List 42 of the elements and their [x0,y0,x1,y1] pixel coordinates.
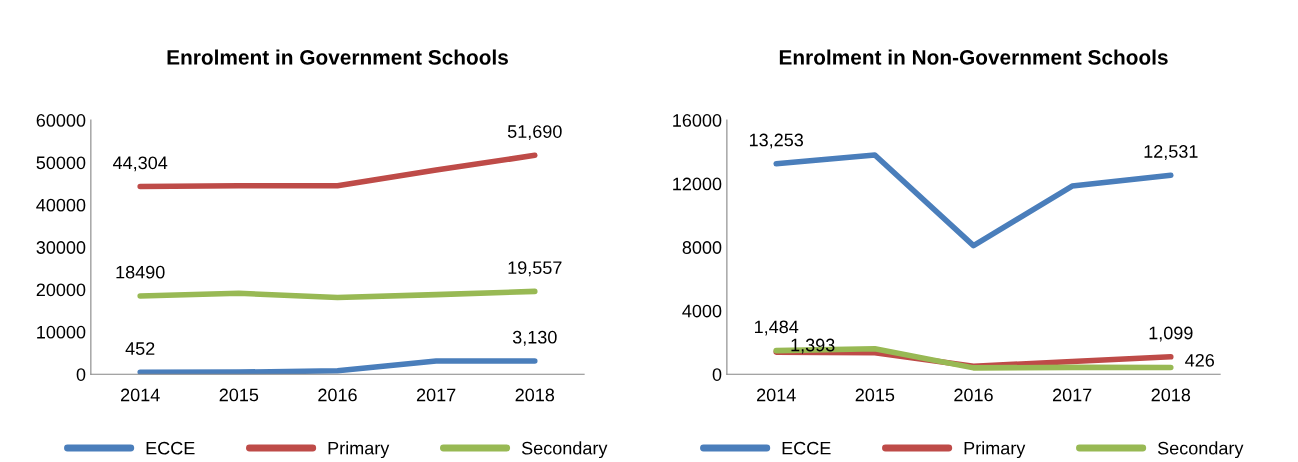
y-tick-label: 30000 [36,241,86,254]
y-tick-label: 60000 [36,114,86,127]
y-tick-label: 8000 [682,241,722,254]
chart-title: Enrolment in Government Schools [167,49,508,65]
legend-label: Primary [328,441,390,459]
data-label: 12,531 [1144,145,1198,160]
x-tick-label: 2016 [318,388,357,402]
legend-label: Secondary [1157,441,1244,459]
y-tick-label: 4000 [682,304,722,318]
x-tick-label: 2014 [757,388,796,402]
legend-label: Secondary [521,441,608,459]
data-label: 1,099 [1149,326,1193,342]
data-label: 426 [1185,353,1215,367]
x-tick-label: 2015 [855,388,895,402]
y-tick-label: 16000 [673,114,722,127]
y-tick-label: 10000 [37,325,86,339]
y-tick-label: 0 [76,368,86,381]
chart-title: Enrolment in Non-Government Schools [779,49,1168,65]
legend-label: Primary [964,441,1026,459]
y-tick-label: 0 [712,368,722,381]
y-tick-label: 12000 [673,177,722,191]
data-label: 3,130 [512,330,557,346]
x-tick-label: 2015 [219,388,259,402]
x-tick-label: 2016 [954,388,993,402]
data-label: 19,557 [508,261,562,277]
x-tick-label: 2018 [1151,388,1191,402]
x-tick-label: 2018 [515,388,555,402]
data-label: 1,484 [754,320,799,336]
x-tick-label: 2017 [1052,388,1092,402]
y-tick-label: 40000 [36,198,86,212]
data-label: 1,393 [791,338,835,354]
y-tick-label: 50000 [36,156,86,170]
data-label: 44,304 [112,156,168,172]
legend-label: ECCE [782,441,831,455]
legend-label: ECCE [146,441,195,455]
data-label: 452 [125,342,155,355]
x-tick-label: 2014 [121,388,160,402]
y-tick-label: 20000 [36,283,86,297]
x-tick-label: 2017 [416,388,456,402]
data-label: 51,690 [507,125,562,141]
data-label: 18490 [116,265,165,279]
data-label: 13,253 [749,133,804,149]
